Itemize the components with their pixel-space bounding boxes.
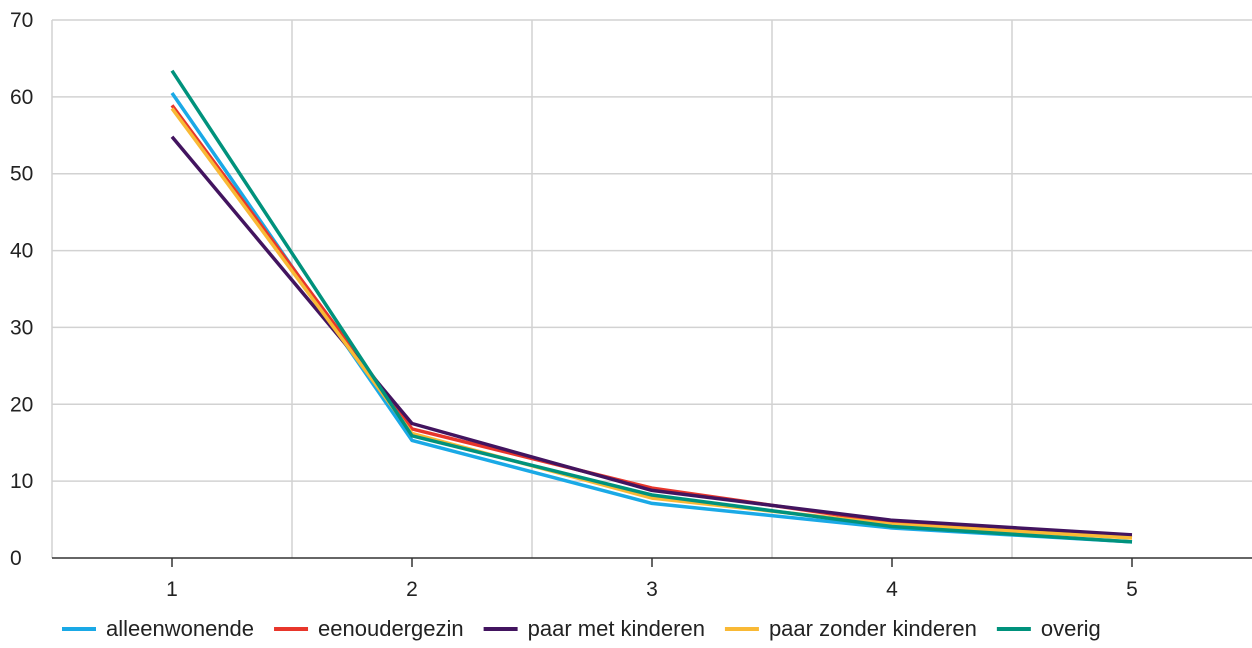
y-tick-label: 20 <box>10 393 33 416</box>
y-tick-label: 70 <box>10 9 33 32</box>
y-tick-label: 60 <box>10 86 33 109</box>
axes <box>52 557 1252 567</box>
legend-label: paar met kinderen <box>528 616 705 641</box>
legend-label: paar zonder kinderen <box>769 616 977 641</box>
legend-item: overig <box>996 616 1101 641</box>
series-lines <box>170 69 1133 544</box>
x-tick-labels: 1 2 3 4 5 <box>166 578 1138 601</box>
legend: alleenwonende eenoudergezin paar met kinde… <box>62 616 1101 641</box>
y-tick-label: 0 <box>10 547 22 570</box>
x-tick-label: 3 <box>646 578 658 601</box>
y-tick-label: 30 <box>10 316 33 339</box>
x-tick-label: 1 <box>166 578 178 601</box>
legend-item: paar zonder kinderen <box>724 616 977 641</box>
series-line-alleenwonende <box>170 92 1133 544</box>
legend-label: eenoudergezin <box>318 616 464 641</box>
x-tick-label: 4 <box>886 578 898 601</box>
legend-item: alleenwonende <box>62 616 254 641</box>
y-tick-label: 10 <box>10 470 33 493</box>
legend-item: eenoudergezin <box>274 616 464 641</box>
series-line-paar-zonder-kinderen <box>170 107 1133 540</box>
x-tick-label: 5 <box>1126 578 1138 601</box>
y-tick-labels: 0 10 20 30 40 50 60 70 <box>10 9 33 570</box>
legend-item: paar met kinderen <box>483 616 705 641</box>
legend-label: overig <box>1041 616 1101 641</box>
series-line-paar-met-kinderen <box>170 135 1133 537</box>
y-tick-label: 40 <box>10 240 33 263</box>
series-line-overig <box>170 69 1133 544</box>
series-line-eenoudergezin <box>170 104 1133 539</box>
grid <box>51 19 1252 558</box>
legend-label: alleenwonende <box>106 616 254 641</box>
y-tick-label: 50 <box>10 163 33 186</box>
x-tick-label: 2 <box>406 578 418 601</box>
